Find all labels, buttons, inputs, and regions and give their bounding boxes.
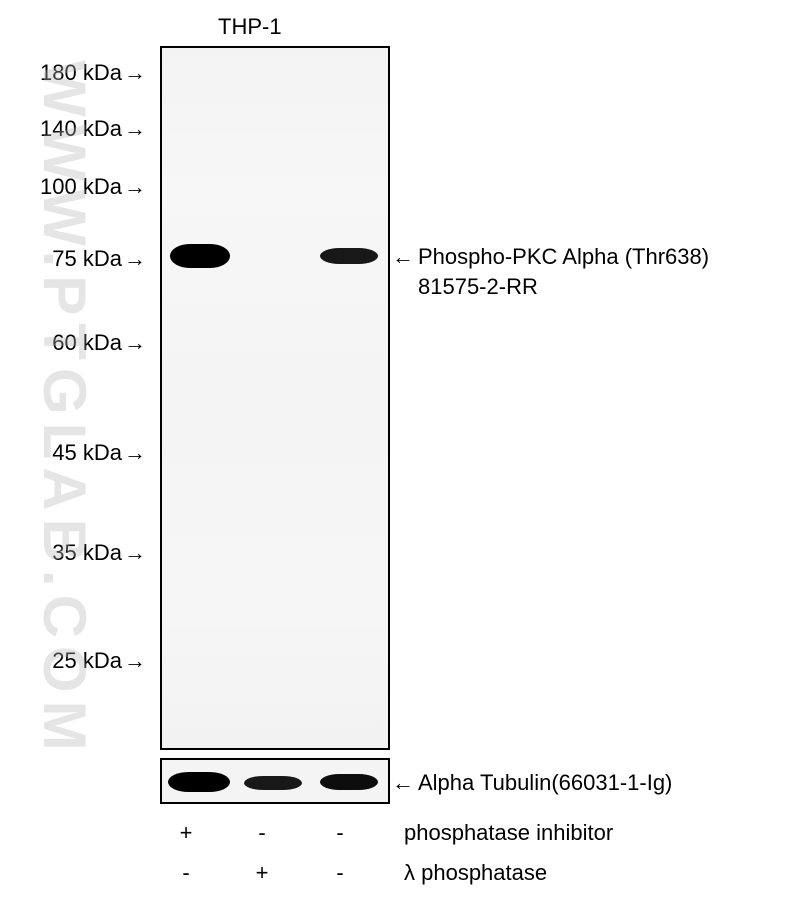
control-annotation-label: Alpha Tubulin(66031-1-Ig) — [418, 770, 672, 796]
target-annotation-arrow: ← — [392, 244, 414, 270]
condition-symbol: - — [166, 860, 206, 886]
mw-label: 180 kDa — [12, 60, 122, 86]
condition-symbol: - — [242, 820, 282, 846]
main-blot-panel — [160, 46, 390, 750]
condition-label: λ phosphatase — [404, 860, 547, 886]
mw-label: 100 kDa — [12, 174, 122, 200]
mw-arrow-icon: → — [124, 330, 146, 356]
mw-arrow-icon: → — [124, 174, 146, 200]
mw-label: 45 kDa — [12, 440, 122, 466]
blot-band — [320, 248, 378, 264]
control-annotation-arrow: ← — [392, 770, 414, 796]
target-annotation-line1: Phospho-PKC Alpha (Thr638) — [418, 244, 709, 270]
condition-symbol: + — [166, 820, 206, 846]
mw-label: 140 kDa — [12, 116, 122, 142]
condition-symbol: - — [320, 860, 360, 886]
mw-arrow-icon: → — [124, 540, 146, 566]
mw-arrow-icon: → — [124, 60, 146, 86]
mw-arrow-icon: → — [124, 440, 146, 466]
mw-arrow-icon: → — [124, 246, 146, 272]
blot-band — [170, 244, 230, 268]
blot-band — [320, 774, 378, 790]
blot-band — [168, 772, 230, 792]
blot-band — [244, 776, 302, 790]
mw-label: 35 kDa — [12, 540, 122, 566]
mw-label: 25 kDa — [12, 648, 122, 674]
mw-label: 75 kDa — [12, 246, 122, 272]
control-blot-panel — [160, 758, 390, 804]
column-header: THP-1 — [218, 14, 282, 40]
mw-label: 60 kDa — [12, 330, 122, 356]
condition-label: phosphatase inhibitor — [404, 820, 613, 846]
mw-arrow-icon: → — [124, 648, 146, 674]
condition-symbol: + — [242, 860, 282, 886]
condition-symbol: - — [320, 820, 360, 846]
target-annotation-line2: 81575-2-RR — [418, 274, 538, 300]
mw-arrow-icon: → — [124, 116, 146, 142]
